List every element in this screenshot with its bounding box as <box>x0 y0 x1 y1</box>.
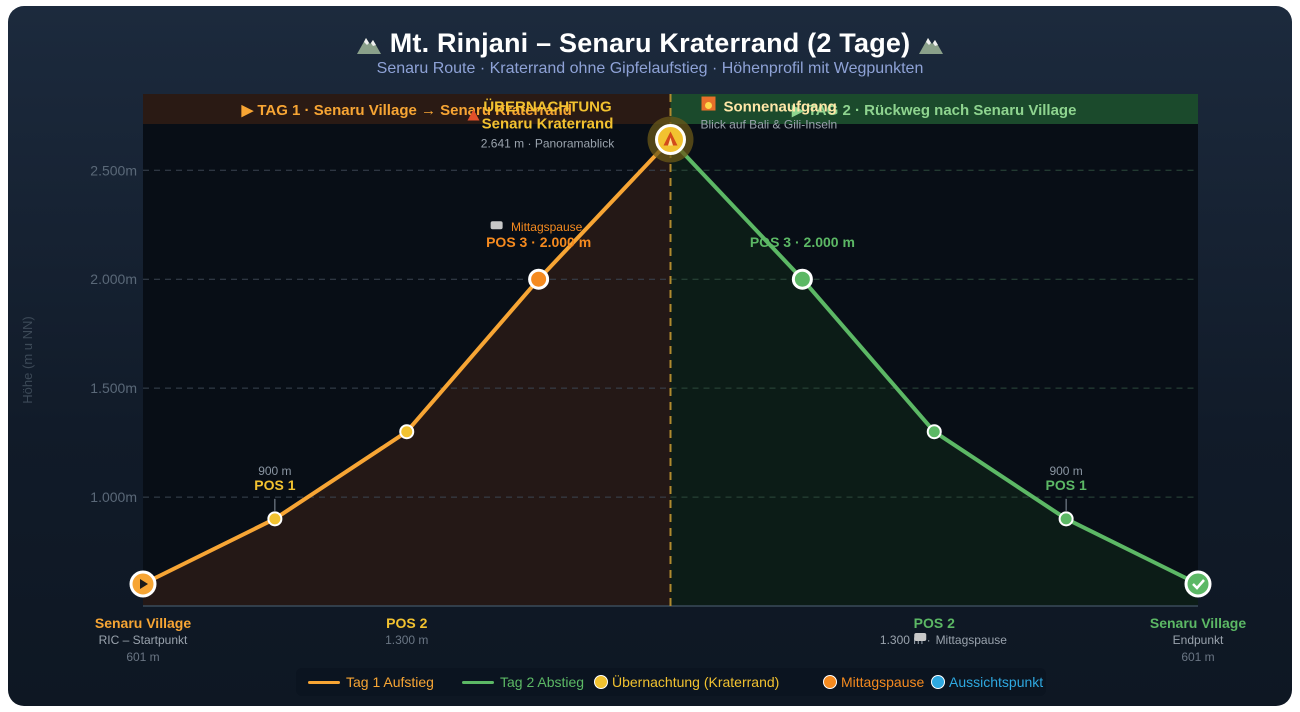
camp-sub: 2.641 m · Panoramablick <box>481 137 615 151</box>
legend-item: Aussichtspunkt <box>931 668 1043 696</box>
y-axis-label: Höhe (m u NN) <box>20 316 35 403</box>
area-day1 <box>143 139 671 606</box>
coffee-icon <box>490 221 503 230</box>
chart-subtitle: Senaru Route · Kraterrand ohne Gipfelauf… <box>376 60 924 77</box>
end-name: Senaru Village <box>1150 615 1246 631</box>
elevation-chart: 1.000m 1.500m 2.000m 2.500m Höhe (m u NN) ▶ T… <box>20 94 1246 664</box>
coffee-icon <box>914 633 927 641</box>
play-icon <box>140 578 148 589</box>
camp-title: ÜBERNACHTUNG <box>483 99 611 116</box>
legend-swatch <box>931 675 945 689</box>
y-tick-label: 2.500m <box>90 162 137 178</box>
chart-title-text: Mt. Rinjani – Senaru Kraterrand (2 Tage) <box>389 28 911 58</box>
pos1-down-altitude: 900 m <box>1049 464 1082 478</box>
waypoint-pos2-up <box>399 424 415 440</box>
start-name: Senaru Village <box>95 615 191 631</box>
legend-item: Tag 2 Abstieg <box>462 668 584 696</box>
y-tick-label: 1.500m <box>90 380 137 396</box>
day2-band <box>670 94 1198 124</box>
legend-label: Tag 2 Abstieg <box>500 674 585 690</box>
legend-swatch <box>594 675 608 689</box>
legend-item: Tag 1 Aufstieg <box>308 668 434 696</box>
waypoint-pos1-up <box>267 511 283 527</box>
sunrise-title: Sonnenaufgang <box>724 99 837 116</box>
day1-label: ▶ TAG 1 · Senaru Village → Senaru Krater… <box>241 102 572 119</box>
pos2-up-label: POS 2 <box>386 615 427 631</box>
start-altitude: 601 m <box>126 650 159 664</box>
camp-name: Senaru Kraterrand <box>482 116 614 133</box>
pos1-down-label: POS 1 <box>1046 477 1087 493</box>
waypoint-pos2-down <box>926 424 942 440</box>
legend-label: Aussichtspunkt <box>949 674 1044 690</box>
legend-swatch <box>308 681 340 684</box>
legend-label: Mittagspause <box>841 674 925 690</box>
legend-item: Mittagspause <box>823 668 924 696</box>
waypoint-pos1-down <box>1058 511 1074 527</box>
y-tick-label: 2.000m <box>90 271 137 287</box>
chart-card: Mt. Rinjani – Senaru Kraterrand (2 Tage)… <box>8 6 1292 706</box>
mountain-icon <box>356 38 381 54</box>
pos3-up-label: POS 3 · 2.000 m <box>486 234 591 250</box>
sunrise-sub: Blick auf Bali & Gili-Inseln <box>701 118 838 132</box>
pos2-up-altitude: 1.300 m <box>385 633 428 647</box>
y-tick-label: 1.000m <box>90 489 137 505</box>
waypoint-pos3-down <box>791 268 813 290</box>
legend-swatch <box>462 681 494 684</box>
day2-label: ▶ TAG 2 · Rückweg nach Senaru Village <box>791 102 1076 119</box>
end-altitude: 601 m <box>1181 650 1214 664</box>
sunrise-icon-sun <box>705 102 712 110</box>
legend-swatch <box>823 675 837 689</box>
legend-label: Übernachtung (Kraterrand) <box>612 674 780 690</box>
chart-title: Mt. Rinjani – Senaru Kraterrand (2 Tage) <box>8 28 1292 59</box>
check-icon <box>1192 579 1205 590</box>
pos3-down-label: POS 3 · 2.000 m <box>750 234 855 250</box>
area-day2 <box>670 139 1198 606</box>
start-sub: RIC – Startpunkt <box>99 633 188 647</box>
tent-door-icon <box>668 137 673 146</box>
waypoint-pos3-up <box>528 268 550 290</box>
tent-small-icon <box>467 109 480 121</box>
pos2-down-note: Mittagspause <box>936 633 1008 647</box>
end-marker <box>1184 570 1212 598</box>
legend-item: Übernachtung (Kraterrand) <box>594 668 779 696</box>
end-sub: Endpunkt <box>1173 633 1224 647</box>
chart-legend: Tag 1 Aufstieg Tag 2 Abstieg Übernachtung … <box>296 668 1046 696</box>
pos1-up-label: POS 1 <box>254 477 295 493</box>
pos3-up-note: Mittagspause <box>511 220 583 234</box>
pos2-down-label: POS 2 <box>914 615 955 631</box>
pos1-up-altitude: 900 m <box>258 464 291 478</box>
day1-band <box>143 94 671 124</box>
mountain-icon <box>919 38 944 54</box>
legend-label: Tag 1 Aufstieg <box>346 674 434 690</box>
